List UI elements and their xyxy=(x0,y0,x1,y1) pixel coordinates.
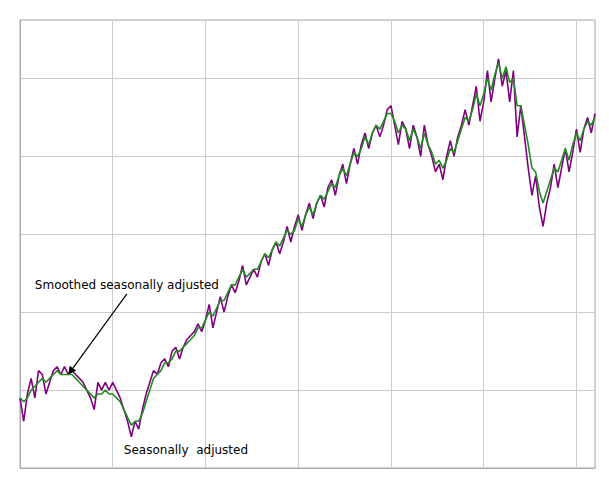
svg-text:Smoothed seasonally adjusted: Smoothed seasonally adjusted xyxy=(35,278,219,292)
svg-text:Seasonally adjusted: Seasonally adjusted xyxy=(124,443,248,457)
